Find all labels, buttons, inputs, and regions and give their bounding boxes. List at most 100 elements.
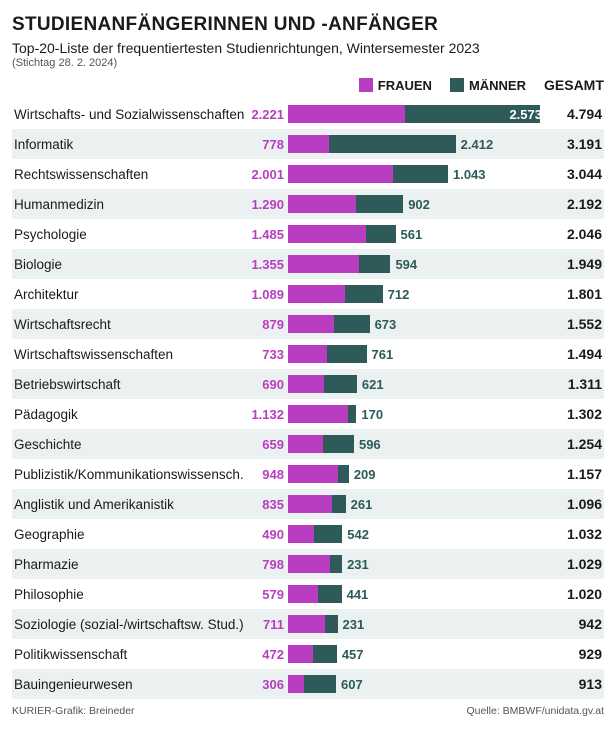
legend-gesamt: GESAMT	[544, 77, 598, 93]
row-bar: 596	[288, 435, 548, 453]
bar-segment-maenner	[345, 285, 382, 303]
row-value-frauen: 690	[246, 377, 288, 392]
table-row: Geographie4905421.032	[12, 519, 604, 549]
row-value-frauen: 2.221	[246, 107, 288, 122]
legend-item-frauen: FRAUEN	[359, 78, 432, 93]
row-value-maenner: 596	[354, 437, 381, 452]
row-label: Publizistik/Kommunikationswissensch.	[14, 467, 246, 482]
bar-segment-maenner	[330, 555, 342, 573]
row-bar: 712	[288, 285, 548, 303]
row-bar: 542	[288, 525, 548, 543]
table-row: Bauingenieurwesen306607913	[12, 669, 604, 699]
bar-segment-maenner	[314, 525, 342, 543]
row-bar: 673	[288, 315, 548, 333]
row-label: Wirtschafts- und Sozialwissenschaften	[14, 107, 246, 122]
table-row: Philosophie5794411.020	[12, 579, 604, 609]
bar-segment-frauen	[288, 675, 304, 693]
bar-segment-frauen	[288, 435, 323, 453]
row-value-frauen: 798	[246, 557, 288, 572]
table-row: Wirtschaftswissenschaften7337611.494	[12, 339, 604, 369]
row-value-frauen: 659	[246, 437, 288, 452]
row-value-frauen: 711	[246, 617, 288, 632]
row-total: 4.794	[548, 106, 602, 122]
row-value-maenner: 902	[403, 197, 430, 212]
row-value-frauen: 2.001	[246, 167, 288, 182]
table-row: Architektur1.0897121.801	[12, 279, 604, 309]
table-row: Informatik7782.4123.191	[12, 129, 604, 159]
row-total: 1.157	[548, 466, 602, 482]
row-value-maenner: 621	[357, 377, 384, 392]
footer-source: Quelle: BMBWF/unidata.gv.at	[466, 705, 604, 717]
table-row: Politikwissenschaft472457929	[12, 639, 604, 669]
row-total: 1.029	[548, 556, 602, 572]
footer: KURIER-Grafik: Breineder Quelle: BMBWF/u…	[12, 705, 604, 717]
row-bar: 231	[288, 615, 548, 633]
row-bar: 441	[288, 585, 548, 603]
bar-segment-frauen	[288, 495, 332, 513]
row-bar: 457	[288, 645, 548, 663]
row-total: 1.020	[548, 586, 602, 602]
row-value-maenner: 1.043	[448, 167, 486, 182]
table-row: Pharmazie7982311.029	[12, 549, 604, 579]
bar-segment-maenner	[318, 585, 341, 603]
bar-segment-frauen	[288, 315, 334, 333]
bar-segment-frauen	[288, 375, 324, 393]
bar-segment-frauen	[288, 135, 329, 153]
row-label: Bauingenieurwesen	[14, 677, 246, 692]
row-label: Psychologie	[14, 227, 246, 242]
bar-segment-maenner	[338, 465, 349, 483]
row-label: Rechtswissenschaften	[14, 167, 246, 182]
bar-segment-frauen	[288, 465, 338, 483]
row-value-frauen: 948	[246, 467, 288, 482]
legend-swatch-maenner	[450, 78, 464, 92]
row-total: 1.494	[548, 346, 602, 362]
bar-segment-frauen	[288, 105, 405, 123]
bar-segment-frauen	[288, 615, 325, 633]
legend: FRAUEN MÄNNER GESAMT	[12, 77, 604, 93]
table-row: Psychologie1.4855612.046	[12, 219, 604, 249]
row-bar: 607	[288, 675, 548, 693]
row-value-frauen: 1.485	[246, 227, 288, 242]
bar-segment-frauen	[288, 285, 345, 303]
row-total: 1.552	[548, 316, 602, 332]
row-value-frauen: 733	[246, 347, 288, 362]
chart-subtitle: Top-20-Liste der frequentiertesten Studi…	[12, 40, 604, 56]
row-label: Humanmedizin	[14, 197, 246, 212]
row-value-frauen: 306	[246, 677, 288, 692]
footer-credit: KURIER-Grafik: Breineder	[12, 705, 135, 717]
row-label: Soziologie (sozial-/wirtschaftsw. Stud.)	[14, 617, 246, 632]
row-label: Biologie	[14, 257, 246, 272]
bar-segment-maenner	[324, 375, 357, 393]
row-value-maenner: 231	[338, 617, 365, 632]
bar-segment-maenner	[348, 405, 357, 423]
row-value-maenner: 231	[342, 557, 369, 572]
row-value-frauen: 835	[246, 497, 288, 512]
row-total: 2.046	[548, 226, 602, 242]
row-total: 1.311	[548, 376, 602, 392]
bar-segment-maenner	[359, 255, 390, 273]
row-bar: 594	[288, 255, 548, 273]
row-label: Betriebswirtschaft	[14, 377, 246, 392]
table-row: Wirtschafts- und Sozialwissenschaften2.2…	[12, 99, 604, 129]
row-bar: 261	[288, 495, 548, 513]
row-total: 1.801	[548, 286, 602, 302]
bar-segment-frauen	[288, 225, 366, 243]
row-label: Politikwissenschaft	[14, 647, 246, 662]
bar-segment-frauen	[288, 195, 356, 213]
row-value-frauen: 879	[246, 317, 288, 332]
row-bar: 209	[288, 465, 548, 483]
table-row: Rechtswissenschaften2.0011.0433.044	[12, 159, 604, 189]
row-value-frauen: 1.132	[246, 407, 288, 422]
row-bar: 621	[288, 375, 548, 393]
row-bar: 231	[288, 555, 548, 573]
bar-segment-maenner	[332, 495, 346, 513]
bar-segment-frauen	[288, 645, 313, 663]
row-bar: 561	[288, 225, 548, 243]
bar-segment-maenner	[393, 165, 448, 183]
bar-segment-maenner	[334, 315, 369, 333]
row-total: 1.032	[548, 526, 602, 542]
table-row: Betriebswirtschaft690 621 1.311	[12, 369, 604, 399]
row-total: 1.302	[548, 406, 602, 422]
row-label: Architektur	[14, 287, 246, 302]
row-bar: 170	[288, 405, 548, 423]
